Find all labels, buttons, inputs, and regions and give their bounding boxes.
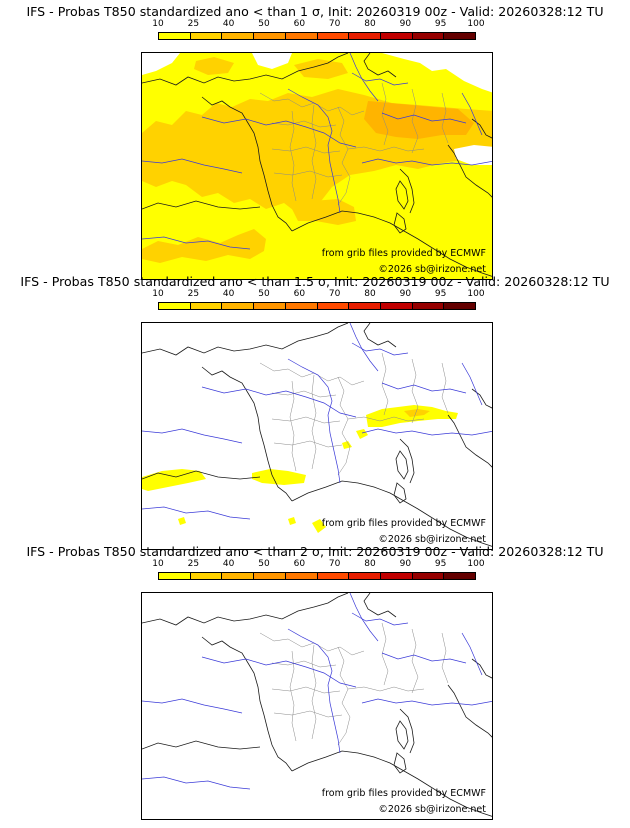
coastlines [142,593,492,817]
colorbar-ticks: 10 25 40 50 60 70 80 90 95 100 [152,289,484,301]
colorbar-swatch [253,33,285,39]
rivers [142,323,492,520]
colorbar-swatch [411,303,444,309]
colorbar-swatch [221,33,254,39]
probability-fill-25 [404,409,430,417]
colorbar-tick-label: 70 [328,289,341,299]
colorbar-tick-label: 90 [399,19,412,29]
colorbar-swatch [316,573,349,579]
data-credit: from grib files provided by ECMWF [321,248,486,259]
colorbar-swatch [348,33,380,39]
colorbar-tick-label: 40 [222,289,235,299]
colorbar-ticks: 10 25 40 50 60 70 80 90 95 100 [152,559,484,571]
coastlines [142,323,492,547]
colorbar-tick-label: 80 [364,289,376,299]
colorbar-swatch [443,33,476,39]
colorbar-tick-label: 60 [293,19,306,29]
coastlines [142,53,492,277]
colorbar-tick-label: 80 [364,559,376,569]
colorbar-tick-label: 10 [152,289,164,299]
colorbar-tick-label: 90 [399,559,412,569]
colorbar-tick-label: 10 [152,559,164,569]
colorbar-tick-label: 50 [258,289,270,299]
colorbar [158,32,476,40]
rivers [142,53,492,250]
colorbar-tick-label: 100 [467,289,485,299]
data-credit: from grib files provided by ECMWF [321,518,486,529]
data-credit: from grib files provided by ECMWF [321,788,486,799]
colorbar [158,572,476,580]
colorbar-swatch [316,33,349,39]
colorbar-swatch [443,303,476,309]
borders [259,622,449,746]
colorbar-swatch [316,303,349,309]
probability-fill [142,405,458,533]
colorbar-tick-label: 80 [364,19,376,29]
panel-title: IFS - Probas T850 standardized ano < tha… [20,274,610,289]
colorbar-swatch [284,33,317,39]
colorbar-tick-label: 70 [328,559,341,569]
probability-fill [142,53,492,279]
colorbar-tick-label: 25 [187,559,200,569]
colorbar-swatch [379,573,412,579]
map-graphic [142,53,492,279]
colorbar-tick-label: 95 [434,19,447,29]
colorbar-tick-label: 10 [152,19,164,29]
colorbar-swatch [348,573,380,579]
colorbar-tick-label: 40 [222,559,235,569]
colorbar-tick-label: 70 [328,19,341,29]
colorbar-swatch [284,573,317,579]
colorbar-tick-label: 40 [222,19,235,29]
panel-title: IFS - Probas T850 standardized ano < tha… [26,544,604,559]
probability-map: from grib files provided by ECMWF ©2026 … [141,592,493,820]
copyright: ©2026 sb@irizone.net [378,804,486,815]
colorbar-swatch [221,303,254,309]
map-panel-1-5sigma: IFS - Probas T850 standardized ano < tha… [0,274,630,550]
colorbar-tick-label: 60 [293,559,306,569]
colorbar-swatch [159,303,190,309]
map-graphic [142,593,492,817]
colorbar-swatch [189,33,222,39]
probability-map: from grib files provided by ECMWF ©2026 … [141,52,493,280]
colorbar-tick-label: 50 [258,559,270,569]
colorbar-swatch [221,573,254,579]
colorbar-ticks: 10 25 40 50 60 70 80 90 95 100 [152,19,484,31]
colorbar-swatch [284,303,317,309]
no-data-areas [142,53,492,165]
rivers [142,593,492,790]
colorbar-swatch [379,303,412,309]
colorbar-tick-label: 25 [187,19,200,29]
colorbar-swatch [159,33,190,39]
copyright: ©2026 sb@irizone.net [378,264,486,275]
colorbar-tick-label: 95 [434,559,447,569]
colorbar-swatch [253,573,285,579]
colorbar-swatch [411,33,444,39]
colorbar-swatch [348,303,380,309]
panel-title: IFS - Probas T850 standardized ano < tha… [26,4,604,19]
colorbar-swatch [443,573,476,579]
colorbar-tick-label: 95 [434,289,447,299]
colorbar [158,302,476,310]
map-panel-1sigma: IFS - Probas T850 standardized ano < tha… [0,4,630,280]
probability-map: from grib files provided by ECMWF ©2026 … [141,322,493,550]
colorbar-swatch [253,303,285,309]
colorbar-tick-label: 60 [293,289,306,299]
map-panel-2sigma: IFS - Probas T850 standardized ano < tha… [0,544,630,820]
colorbar-swatch [411,573,444,579]
map-graphic [142,323,492,547]
colorbar-tick-label: 100 [467,19,485,29]
colorbar-swatch [379,33,412,39]
colorbar-tick-label: 90 [399,289,412,299]
colorbar-swatch [189,303,222,309]
colorbar-tick-label: 100 [467,559,485,569]
colorbar-tick-label: 25 [187,289,200,299]
colorbar-swatch [159,573,190,579]
colorbar-tick-label: 50 [258,19,270,29]
colorbar-swatch [189,573,222,579]
copyright: ©2026 sb@irizone.net [378,534,486,545]
